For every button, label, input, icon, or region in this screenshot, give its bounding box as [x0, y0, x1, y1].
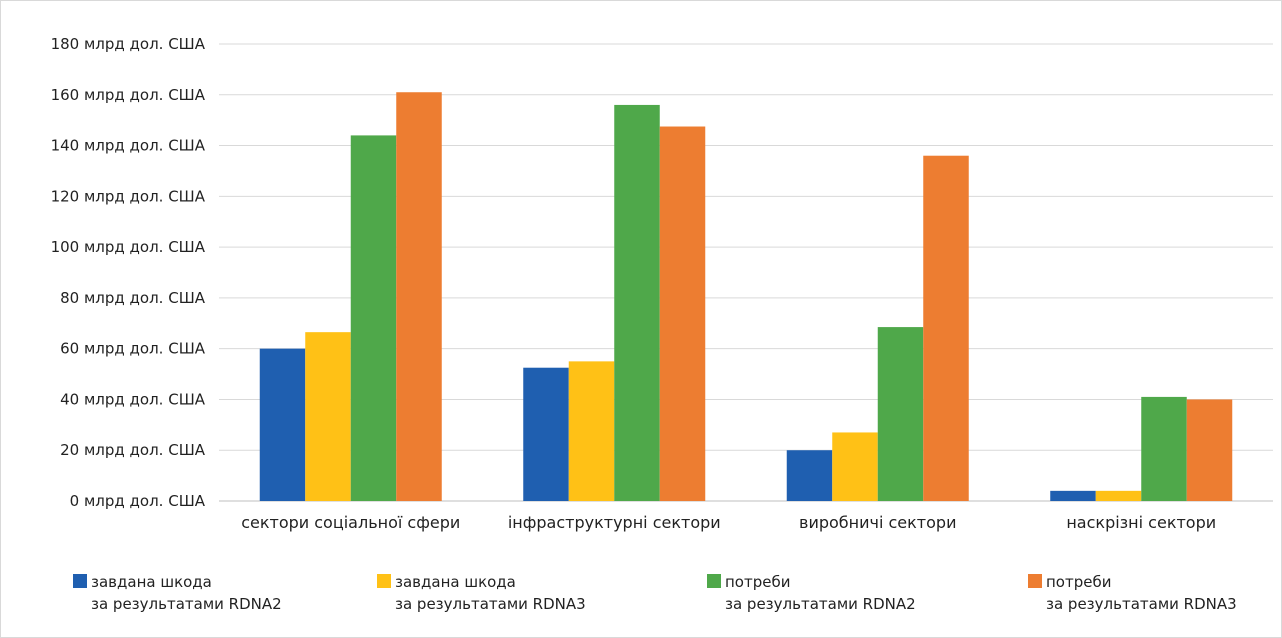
y-axis-ticks: 0 млрд дол. США 20 млрд дол. США 40 млрд д… [51, 35, 206, 510]
legend-label-2-line2: за результатами RDNA2 [725, 595, 916, 613]
legend-swatch-2 [707, 574, 721, 588]
y-tick-label-2: 40 млрд дол. США [60, 390, 206, 408]
x-category-label-1: інфраструктурні сектори [508, 513, 721, 532]
legend-item-1: завдана шкода за результатами RDNA3 [377, 571, 586, 615]
bar-2-2 [877, 327, 924, 501]
bar-3-1 [1095, 490, 1142, 501]
bar-1-2 [614, 104, 660, 501]
bar-3-2 [1141, 396, 1187, 501]
bar-1-3 [659, 126, 706, 501]
legend-label-0-line2: за результатами RDNA2 [91, 595, 282, 613]
bar-2-0 [786, 450, 833, 501]
bar-2-3 [923, 155, 969, 501]
y-tick-label-1: 20 млрд дол. США [60, 441, 206, 459]
x-category-label-0: сектори соціальної сфери [241, 513, 460, 532]
legend-swatch-1 [377, 574, 391, 588]
bar-0-2 [350, 135, 397, 501]
legend-label-3-line2: за результатами RDNA3 [1046, 595, 1237, 613]
bar-3-0 [1050, 490, 1096, 501]
legend-label-3-line1: потреби [1046, 573, 1112, 591]
bar-1-0 [523, 367, 569, 501]
legend-label-2-line1: потреби [725, 573, 791, 591]
bar-2-1 [832, 432, 878, 501]
bar-1-1 [568, 361, 615, 501]
x-category-label-3: наскрізні сектори [1066, 513, 1216, 532]
bar-0-0 [259, 348, 306, 501]
legend-label-1-line1: завдана шкода [395, 573, 516, 591]
y-tick-label-7: 140 млрд дол. США [51, 137, 206, 155]
legend-item-0: завдана шкода за результатами RDNA2 [73, 571, 282, 615]
legend-item-2: потреби за результатами RDNA2 [707, 571, 916, 615]
legend-swatch-0 [73, 574, 87, 588]
y-tick-label-3: 60 млрд дол. США [60, 340, 206, 358]
y-tick-label-8: 160 млрд дол. США [51, 86, 206, 104]
legend-label-0-line1: завдана шкода [91, 573, 212, 591]
bar-0-1 [305, 332, 351, 501]
y-tick-label-5: 100 млрд дол. США [51, 238, 206, 256]
legend-label-1-line2: за результатами RDNA3 [395, 595, 586, 613]
y-tick-label-0: 0 млрд дол. США [70, 492, 206, 510]
y-tick-label-6: 120 млрд дол. США [51, 187, 206, 205]
bar-3-3 [1186, 399, 1233, 501]
bar-chart: 0 млрд дол. США 20 млрд дол. США 40 млрд д… [51, 35, 1273, 532]
y-tick-label-4: 80 млрд дол. США [60, 289, 206, 307]
y-tick-label-9: 180 млрд дол. США [51, 35, 206, 53]
x-category-label-2: виробничі сектори [799, 513, 956, 532]
x-axis-categories: сектори соціальної сфери інфраструктурні … [241, 513, 1216, 532]
bar-0-3 [396, 92, 442, 501]
bars [259, 92, 1233, 501]
legend-item-3: потреби за результатами RDNA3 [1028, 571, 1237, 615]
legend-swatch-3 [1028, 574, 1042, 588]
